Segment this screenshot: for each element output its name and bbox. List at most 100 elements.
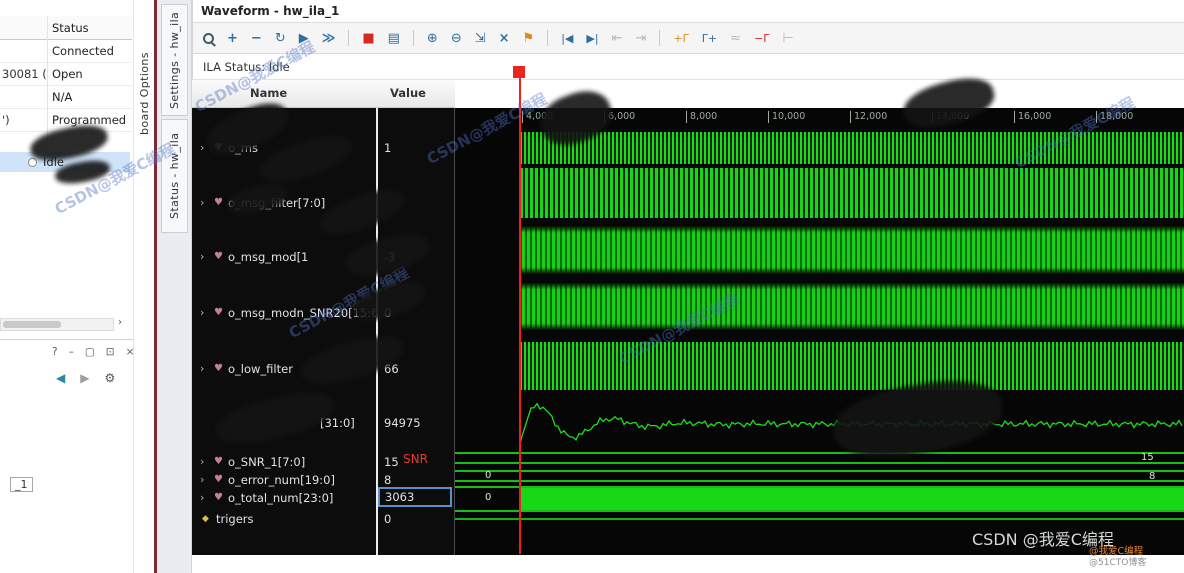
table-row[interactable]: ') Programmed: [0, 109, 132, 132]
expand-arrow-icon[interactable]: ›: [200, 194, 204, 212]
signal-value-selected[interactable]: 3063: [378, 487, 452, 507]
zoom-to-cursors-icon[interactable]: ×: [499, 32, 510, 45]
run-trigger-immediate-icon[interactable]: ≫: [322, 32, 336, 45]
add-marker-icon[interactable]: ⚑: [523, 32, 535, 45]
ila-status-bar: ILA Status: Idle: [192, 54, 1184, 80]
signal-value: 66: [384, 360, 399, 378]
waveform-toolbar: + − ↻ ▶ ≫ ■ ▤ ⊕ ⊖ ⇲ × ⚑ |◀ ▶| ⇤ ⇥ +Γ Γ+ …: [192, 23, 1184, 54]
table-row[interactable]: Connected: [0, 40, 132, 63]
wave-trigers-line: [455, 518, 1184, 520]
minimize-icon[interactable]: –: [69, 346, 74, 358]
bus-value-label: 0: [485, 471, 491, 481]
toolbar-separator: [348, 30, 349, 46]
maximize-icon[interactable]: ▢: [85, 346, 95, 358]
table-row[interactable]: N/A: [0, 86, 132, 109]
expand-arrow-icon[interactable]: ›: [200, 248, 204, 266]
toolbar-separator: [659, 30, 660, 46]
signal-value: 0: [384, 510, 391, 528]
expand-arrow-icon[interactable]: ›: [200, 360, 204, 378]
wave-bus-total: [455, 486, 1184, 512]
hardware-status-table: Status Connected 30081 ( Open N/A ') Pro…: [0, 16, 132, 132]
snap-to-transition-icon[interactable]: ⊢: [782, 32, 793, 45]
signal-icon: ♥: [214, 453, 223, 471]
status-header-label: Status: [52, 16, 89, 40]
signal-value: 0: [384, 304, 391, 322]
scroll-right-button[interactable]: ›: [118, 317, 122, 328]
restart-trigger-icon[interactable]: ↻: [275, 32, 286, 45]
goto-first-transition-icon[interactable]: |◀: [561, 33, 573, 44]
tab-settings-hw-ila[interactable]: Settings - hw_ila: [161, 4, 188, 116]
next-marker-icon[interactable]: ⇥: [635, 32, 646, 45]
target-cell: '): [2, 109, 10, 132]
signal-row[interactable]: › ♥ o_msg_modn_SNR20[15:6] 0: [192, 304, 455, 322]
signal-name: o_low_filter: [228, 360, 293, 378]
add-before-trigger-icon[interactable]: +Γ: [673, 33, 688, 44]
value-column-header: Value: [390, 86, 426, 100]
goto-last-transition-icon[interactable]: ▶|: [586, 33, 598, 44]
status-row-selected[interactable]: Idle: [0, 152, 130, 172]
status-cell: N/A: [52, 86, 72, 109]
trigger-marker[interactable]: [513, 66, 525, 78]
run-trigger-icon[interactable]: ▶: [299, 32, 309, 45]
expand-arrow-icon[interactable]: ›: [200, 304, 204, 322]
back-arrow-icon[interactable]: ◀: [56, 371, 65, 385]
zoom-out-icon[interactable]: ⊖: [451, 32, 462, 45]
trigger-setup-icon: ◆: [202, 510, 209, 528]
expand-arrow-icon[interactable]: ›: [200, 453, 204, 471]
zoom-fit-icon[interactable]: ⇲: [475, 32, 486, 45]
partial-text-field[interactable]: _1: [10, 477, 33, 492]
signal-row[interactable]: [31:0] 94975: [192, 414, 455, 432]
help-icon[interactable]: ?: [52, 346, 58, 358]
subpanel-window-controls: ? – ▢ ⊡ ×: [52, 346, 134, 358]
signal-icon: ♥: [214, 194, 223, 212]
table-row[interactable]: 30081 ( Open: [0, 63, 132, 86]
tab-status-hw-ila[interactable]: Status - hw_ila: [161, 119, 188, 233]
status-radio-icon: [28, 158, 37, 167]
name-value-divider[interactable]: [376, 108, 378, 555]
status-cell: Programmed: [52, 109, 126, 132]
forward-arrow-icon[interactable]: ▶: [80, 371, 89, 385]
name-column-header: Name: [250, 86, 287, 100]
signal-value: 1: [384, 139, 391, 157]
export-ila-data-icon[interactable]: ▤: [388, 32, 400, 45]
expand-arrow-icon[interactable]: ›: [200, 139, 204, 157]
link-markers-icon[interactable]: ≈: [730, 32, 741, 45]
expand-arrow-icon[interactable]: ›: [200, 471, 204, 489]
signal-row[interactable]: ◆ trigers 0: [192, 510, 455, 528]
signal-row[interactable]: › ♥ o_msg_mod[1 -3: [192, 248, 455, 266]
value-wave-divider[interactable]: [454, 108, 455, 555]
add-after-trigger-icon[interactable]: Γ+: [702, 33, 717, 44]
status-column-header: Status: [0, 16, 132, 40]
remove-button[interactable]: −: [251, 32, 262, 45]
trigger-cursor-line[interactable]: [519, 78, 521, 554]
signal-row[interactable]: › ♥ o_msg_filter[7:0]: [192, 194, 455, 212]
signal-name-panel: › ♥ o_ms 1 › ♥ o_msg_filter[7:0] › ♥ o_m…: [192, 108, 455, 555]
bus-value-label: 8: [1149, 472, 1155, 482]
signal-icon: ♥: [214, 489, 223, 507]
zoom-in-icon[interactable]: ⊕: [427, 32, 438, 45]
add-button[interactable]: +: [227, 32, 238, 45]
gear-icon[interactable]: ⚙: [104, 371, 115, 385]
signal-row[interactable]: › ♥ o_ms 1: [192, 139, 455, 157]
signal-icon: ♥: [214, 360, 223, 378]
signal-icon: ♥: [214, 471, 223, 489]
expand-arrow-icon[interactable]: ›: [200, 489, 204, 507]
selected-status-label: Idle: [43, 155, 64, 169]
waveform-canvas[interactable]: 4,000 6,000 8,000 10,000 12,000 14,000 1…: [455, 108, 1184, 555]
signal-row[interactable]: › ♥ o_low_filter 66: [192, 360, 455, 378]
signal-name: o_msg_mod[1: [228, 248, 308, 266]
wave-bus-snr: [455, 452, 1184, 464]
dashboard-options-tab[interactable]: board Options: [135, 24, 154, 164]
float-icon[interactable]: ⊡: [106, 346, 115, 358]
stop-trigger-icon[interactable]: ■: [362, 32, 374, 45]
remove-trigger-icon[interactable]: −Γ: [754, 33, 769, 44]
toolbar-separator: [413, 30, 414, 46]
waveform-panel-title: Waveform - hw_ila_1: [192, 0, 1184, 23]
scrollbar-thumb[interactable]: [3, 321, 61, 328]
previous-marker-icon[interactable]: ⇤: [612, 32, 623, 45]
toolbar-separator: [547, 30, 548, 46]
signal-row[interactable]: › ♥ o_total_num[23:0] 3063: [192, 489, 455, 507]
table-column-divider: [47, 16, 48, 150]
search-icon[interactable]: [203, 33, 214, 44]
horizontal-scrollbar[interactable]: [0, 318, 114, 331]
